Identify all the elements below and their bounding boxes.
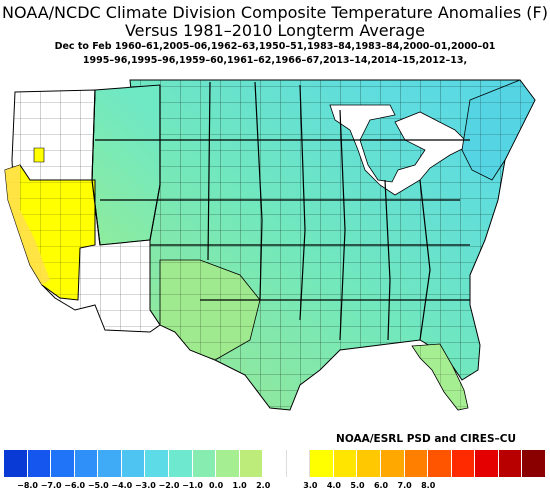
northeast-divisions — [462, 80, 535, 180]
legend-tick-label: 8.0 — [421, 481, 436, 490]
legend-swatch — [239, 450, 264, 477]
map-title-line-1: NOAA/NCDC Climate Division Composite Tem… — [2, 3, 548, 22]
legend-swatch — [51, 450, 75, 477]
northern-plains-region — [91, 84, 161, 246]
legend-swatch — [286, 450, 311, 477]
state-borders — [91, 81, 470, 341]
legend-tick-label: 3.0 — [303, 481, 318, 490]
california-divisions-grid — [5, 165, 95, 300]
legend-swatch — [121, 450, 146, 477]
idaho-warm-patch — [33, 147, 45, 163]
legend-tick-label: −1.0 — [182, 481, 203, 490]
great-lakes — [329, 104, 471, 196]
legend-swatch — [98, 450, 122, 477]
legend-swatch — [357, 450, 382, 477]
legend-tick-label: 0.0 — [208, 481, 224, 490]
legend-tick-label: 6.0 — [373, 481, 389, 490]
legend-tick-label: −8.0 — [17, 481, 38, 490]
legend-swatch — [263, 450, 287, 477]
california-coast-light-yellow — [5, 165, 50, 285]
legend-swatch — [145, 450, 169, 477]
legend-tick-label: −4.0 — [111, 481, 133, 490]
legend-tick-label: −6.0 — [64, 481, 86, 490]
legend-swatch — [451, 450, 476, 477]
southern-plains-divisions — [160, 260, 260, 360]
legend-tick-label: 7.0 — [397, 481, 412, 490]
legend-swatch — [192, 450, 217, 477]
us-anomaly-map — [4, 79, 536, 411]
legend-swatch — [428, 450, 452, 477]
legend-swatch — [498, 450, 523, 477]
legend-tick-label: −7.0 — [40, 481, 62, 490]
legend-tick-label: 2.0 — [256, 481, 271, 490]
legend-swatch — [475, 450, 499, 477]
legend-tick-label: 1.0 — [232, 481, 247, 490]
legend-swatch — [27, 450, 52, 477]
legend-swatch — [333, 450, 358, 477]
data-source-credit: NOAA/ESRL PSD and CIRES–CU — [336, 433, 516, 445]
legend-swatch — [216, 450, 240, 477]
legend-tick-label: −5.0 — [87, 481, 109, 490]
legend-swatch — [522, 450, 546, 477]
composite-period-line-2: 1995–96,1995–96,1959–60,1961–62,1966–67,… — [82, 55, 468, 66]
legend-swatch — [404, 450, 429, 477]
map-title-line-2: Versus 1981–2010 Longterm Average — [124, 21, 426, 40]
legend-swatch — [4, 450, 28, 477]
color-scale-legend: −8.0 −7.0 −6.0 −5.0 −4.0 −3.0 −2.0 −1.0 0.0 1.0 2.… — [0, 450, 550, 492]
legend-swatch — [168, 450, 193, 477]
florida-divisions — [412, 344, 468, 410]
legend-swatch — [310, 450, 334, 477]
legend-swatch — [381, 450, 405, 477]
legend-tick-label: −3.0 — [134, 481, 156, 490]
legend-tick-label: 5.0 — [350, 481, 365, 490]
legend-tick-label: −2.0 — [158, 481, 180, 490]
legend-tick-label: 4.0 — [326, 481, 341, 490]
composite-period-line-1: Dec to Feb 1960–61,2005–06,1962–63,1950–… — [54, 41, 496, 52]
legend-swatch — [74, 450, 99, 477]
